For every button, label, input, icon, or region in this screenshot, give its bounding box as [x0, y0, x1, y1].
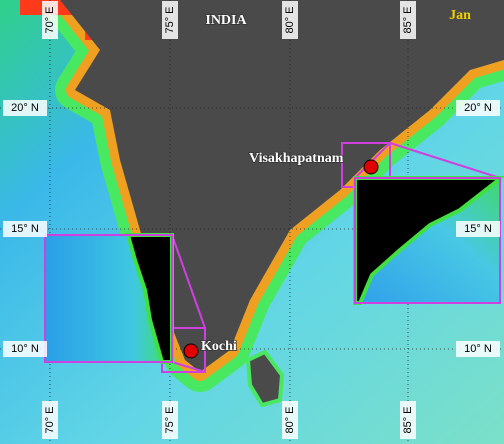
tick-box [400, 401, 416, 439]
lon-label: 80° E [284, 6, 296, 33]
inset-kochi [44, 233, 174, 364]
inset-visakhapatnam [353, 176, 504, 305]
lat-label: 20° N [464, 102, 492, 114]
tick-box [400, 1, 416, 39]
lat-label: 15° N [464, 223, 492, 235]
lon-label: 70° E [44, 6, 56, 33]
lon-label: 75° E [164, 406, 176, 433]
place-label: Visakhapatnam [249, 151, 344, 166]
tick-box [3, 221, 47, 237]
month: Jan [449, 8, 471, 23]
tick-box [282, 401, 298, 439]
lon-label: 85° E [402, 6, 414, 33]
tick-box [456, 221, 500, 237]
lat-label: 10° N [11, 343, 39, 355]
map-title: INDIA [205, 13, 247, 28]
tick-box [282, 1, 298, 39]
lon-label: 85° E [402, 406, 414, 433]
lon-label: 75° E [164, 6, 176, 33]
tick-box [456, 341, 500, 357]
lon-label: 70° E [44, 406, 56, 433]
lat-label: 20° N [11, 102, 39, 114]
lat-label: 10° N [464, 343, 492, 355]
tick-box [3, 341, 47, 357]
lon-label: 80° E [284, 406, 296, 433]
tick-box [3, 100, 47, 116]
sri-lanka [245, 349, 285, 408]
tick-box [42, 1, 58, 39]
place-label: Kochi [201, 339, 237, 354]
marker-kochi [183, 343, 199, 359]
tick-box [162, 1, 178, 39]
lat-label: 15° N [11, 223, 39, 235]
marker-visakhapatnam [363, 159, 379, 175]
tick-box [456, 100, 500, 116]
tick-box [162, 401, 178, 439]
tick-box [42, 401, 58, 439]
